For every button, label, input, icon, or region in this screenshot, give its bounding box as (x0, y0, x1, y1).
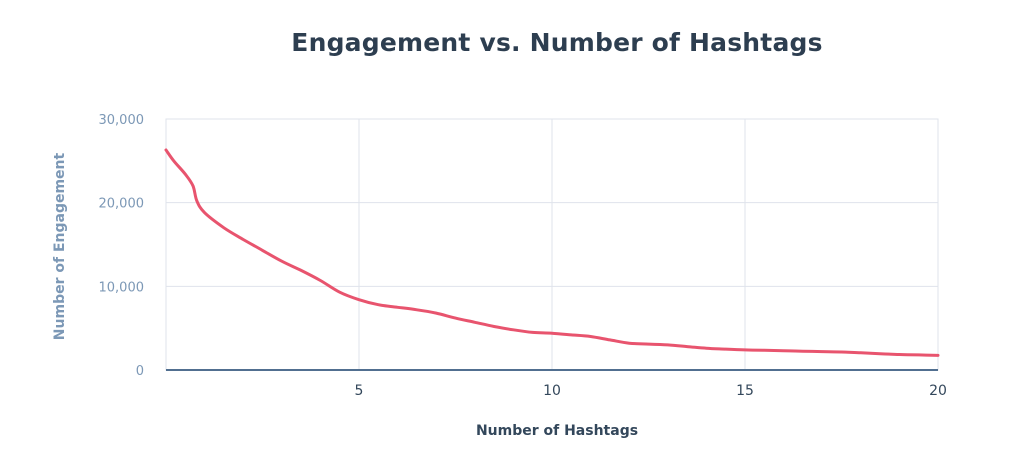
y-tick-label: 0 (136, 364, 144, 379)
x-tick-label: 15 (736, 383, 754, 399)
chart-title: Engagement vs. Number of Hashtags (291, 28, 823, 57)
y-axis-label: Number of Engagement (52, 152, 68, 340)
engagement-line (164, 148, 940, 357)
x-axis-label: Number of Hashtags (476, 423, 638, 439)
x-tick-label: 10 (543, 383, 561, 399)
x-tick-label: 20 (929, 383, 947, 399)
y-axis-ticks: 0 10,000 20,000 30,000 (99, 113, 145, 379)
y-tick-label: 20,000 (99, 197, 145, 212)
y-tick-label: 30,000 (99, 113, 145, 128)
y-tick-label: 10,000 (99, 280, 145, 295)
x-axis-ticks: 5 10 15 20 (355, 383, 947, 399)
x-tick-label: 5 (355, 383, 364, 399)
